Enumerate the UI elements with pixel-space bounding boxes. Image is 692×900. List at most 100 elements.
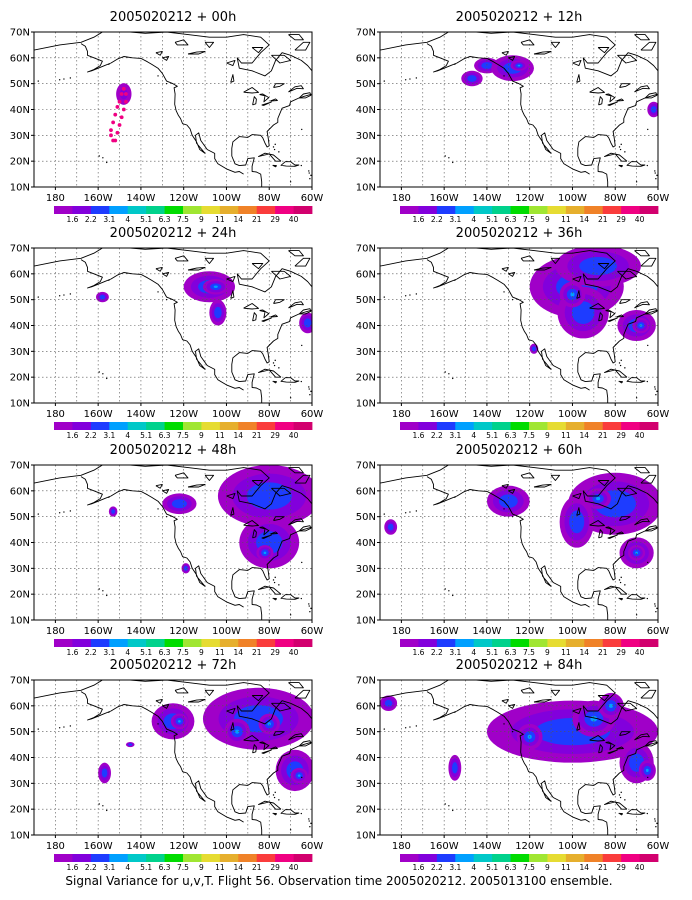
colorbar-swatch: [418, 422, 438, 430]
colorbar: 1.6 2.2 3.1 4 5.1 6.3 7.5 9 11 14 21 29 40: [54, 639, 313, 657]
lat-tick-label: 50N: [10, 295, 30, 306]
colorbar-swatch: [109, 206, 129, 214]
lat-tick-label: 40N: [10, 321, 30, 332]
lat-tick-label: 20N: [10, 590, 30, 601]
colorbar-label: 21: [598, 431, 608, 440]
map-area: [34, 32, 312, 187]
colorbar-swatch: [584, 422, 604, 430]
lon-tick-label: 180: [392, 193, 411, 204]
colorbar-label: 29: [270, 215, 280, 224]
lon-tick-label: 100W: [212, 409, 241, 420]
panel-title: 2005020212 + 00h: [110, 10, 237, 25]
colorbar-swatch: [72, 639, 92, 647]
colorbar-swatch: [584, 206, 604, 214]
colorbar-label: 3.1: [449, 431, 461, 440]
lat-tick-label: 10N: [10, 616, 30, 627]
colorbar-label: 6.3: [505, 863, 517, 872]
lon-tick-label: 180: [46, 626, 65, 637]
colorbar-swatch: [293, 206, 313, 214]
colorbar-label: 1.6: [412, 863, 424, 872]
colorbar-swatch: [400, 854, 419, 862]
lon-tick-label: 180: [46, 193, 65, 204]
colorbar-label: 29: [616, 863, 626, 872]
colorbar-label: 4: [471, 648, 476, 657]
variance-contour: [517, 64, 521, 67]
colorbar-label: 14: [580, 215, 590, 224]
colorbar-label: 2.2: [431, 648, 443, 657]
lat-tick-label: 20N: [356, 373, 376, 384]
variance-contour: [569, 510, 585, 534]
forecast-panel: 2005020212 + 36h 70N 60N 50N 40N 30N 20N 10N 180…: [356, 226, 670, 440]
colorbar-label: 4: [125, 215, 130, 224]
lat-tick-label: 50N: [356, 727, 376, 738]
lat-tick-label: 40N: [356, 538, 376, 549]
lon-tick-label: 160W: [430, 409, 459, 420]
colorbar-label: 21: [598, 863, 608, 872]
lat-tick-label: 50N: [10, 79, 30, 90]
lat-tick-label: 60N: [10, 269, 30, 280]
colorbar-label: 7.5: [523, 431, 535, 440]
colorbar-swatch: [238, 639, 258, 647]
lon-tick-label: 100W: [558, 409, 587, 420]
coastlines: [34, 680, 312, 835]
colorbar-label: 6.3: [159, 648, 171, 657]
lat-tick-label: 40N: [10, 105, 30, 116]
variance-contour: [99, 294, 106, 300]
lon-tick-label: 120W: [169, 409, 198, 420]
colorbar-label: 2.2: [431, 431, 443, 440]
observation-point: [117, 123, 122, 127]
colorbar-swatch: [565, 422, 585, 430]
lat-tick-label: 30N: [356, 347, 376, 358]
colorbar-label: 3.1: [449, 863, 461, 872]
colorbar-label: 3.1: [103, 648, 115, 657]
colorbar-swatch: [639, 854, 659, 862]
panel-title: 2005020212 + 24h: [110, 226, 237, 241]
variance-contour: [235, 729, 240, 734]
colorbar-label: 2.2: [85, 215, 97, 224]
colorbar-swatch: [238, 854, 258, 862]
colorbar-label: 11: [561, 431, 571, 440]
lon-tick-label: 180: [392, 409, 411, 420]
panel-title: 2005020212 + 48h: [110, 443, 237, 458]
colorbar-label: 9: [545, 215, 550, 224]
colorbar-label: 5.1: [140, 648, 152, 657]
lat-tick-label: 30N: [10, 564, 30, 575]
colorbar-label: 29: [270, 431, 280, 440]
grid-lines: [380, 465, 658, 620]
colorbar-swatch: [584, 639, 604, 647]
colorbar-swatch: [455, 422, 475, 430]
variance-contour: [213, 285, 218, 288]
lon-tick-label: 180: [392, 626, 411, 637]
lon-tick-label: 80W: [258, 626, 281, 637]
coastlines: [380, 465, 658, 620]
forecast-panel: 2005020212 + 24h 70N 60N 50N 40N 30N 20N 10N 180…: [10, 226, 324, 440]
forecast-panel: 2005020212 + 84h 70N 60N 50N 40N 30N 20N 10N 180…: [356, 658, 670, 872]
map-area: [34, 465, 312, 620]
lat-tick-label: 50N: [10, 512, 30, 523]
lon-tick-label: 160W: [430, 193, 459, 204]
variance-contour: [579, 256, 617, 276]
lon-tick-label: 60W: [301, 841, 324, 852]
colorbar-swatch: [639, 422, 659, 430]
lat-tick-label: 20N: [356, 157, 376, 168]
colorbar-label: 21: [252, 648, 262, 657]
colorbar-label: 21: [598, 648, 608, 657]
variance-contour: [650, 106, 657, 113]
lat-tick-label: 60N: [356, 486, 376, 497]
forecast-panel: 2005020212 + 00h 70N 60N 50N 40N 30N 20N 10N 180…: [10, 10, 324, 224]
colorbar-swatch: [602, 206, 622, 214]
lon-tick-label: 80W: [604, 193, 627, 204]
colorbar-label: 29: [616, 648, 626, 657]
colorbar-swatch: [455, 206, 475, 214]
lon-tick-label: 80W: [604, 409, 627, 420]
lon-tick-label: 140W: [126, 841, 155, 852]
colorbar-swatch: [127, 854, 147, 862]
coastlines: [34, 465, 312, 620]
colorbar-swatch: [510, 639, 530, 647]
colorbar-label: 4: [125, 863, 130, 872]
variance-contour: [596, 496, 601, 501]
colorbar: 1.6 2.2 3.1 4 5.1 6.3 7.5 9 11 14 21 29 40: [54, 422, 313, 440]
lon-tick-label: 60W: [647, 409, 670, 420]
colorbar-label: 3.1: [103, 215, 115, 224]
lon-tick-label: 60W: [301, 193, 324, 204]
